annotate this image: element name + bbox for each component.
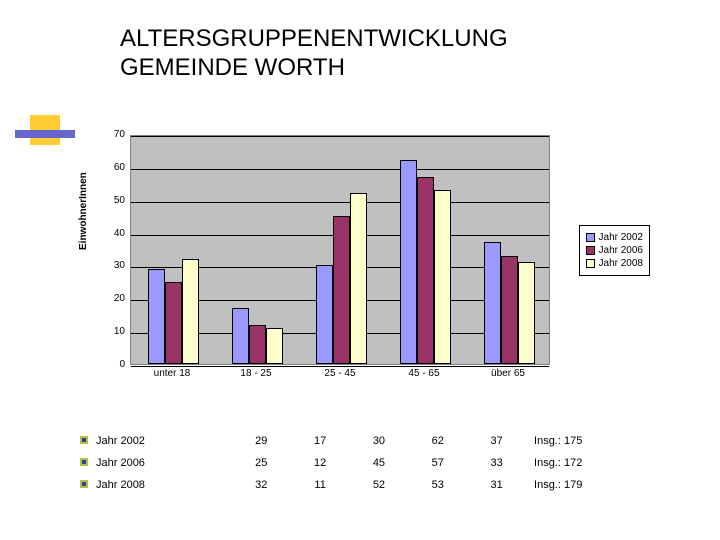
bar [484, 242, 501, 364]
legend-item: Jahr 2006 [586, 245, 643, 256]
table-cell: 12 [291, 452, 350, 474]
page-title: ALTERSGRUPPENENTWICKLUNG GEMEINDE WORTH [120, 25, 508, 83]
bullet-icon [80, 458, 88, 466]
table-row: Jahr 20083211525331Insg.: 179 [80, 474, 660, 496]
y-tick: 30 [105, 260, 125, 271]
table-cell: 25 [232, 452, 291, 474]
table-cell-label: Jahr 2008 [80, 474, 232, 496]
bullet-icon [80, 436, 88, 444]
table-cell: 33 [467, 452, 526, 474]
table-cell-total: Insg.: 179 [526, 474, 660, 496]
grid-line [131, 202, 549, 203]
y-tick: 50 [105, 195, 125, 206]
plot-area [130, 135, 550, 365]
legend-item: Jahr 2002 [586, 232, 643, 243]
legend-label: Jahr 2008 [599, 258, 643, 269]
bullet-icon [80, 480, 88, 488]
table-row: Jahr 20062512455733Insg.: 172 [80, 452, 660, 474]
x-tick: 25 - 45 [298, 368, 382, 379]
bar [417, 177, 434, 364]
bar [266, 328, 283, 364]
legend-label: Jahr 2006 [599, 245, 643, 256]
bar [501, 256, 518, 364]
y-tick: 10 [105, 326, 125, 337]
table-cell: 45 [350, 452, 409, 474]
title-line2: GEMEINDE WORTH [120, 54, 345, 81]
table-cell: 17 [291, 430, 350, 452]
table-cell: 30 [350, 430, 409, 452]
data-table: Jahr 20022917306237Insg.: 175Jahr 200625… [80, 430, 660, 496]
bar [232, 308, 249, 364]
legend-swatch [586, 233, 595, 242]
table-cell: 37 [467, 430, 526, 452]
table-cell: 11 [291, 474, 350, 496]
accent-bar [15, 130, 75, 138]
y-axis-label: EinwohnerInnen [78, 172, 89, 250]
legend-swatch [586, 246, 595, 255]
x-tick: 18 - 25 [214, 368, 298, 379]
grid-line [131, 366, 549, 367]
y-tick: 40 [105, 228, 125, 239]
bar [434, 190, 451, 364]
chart-container: EinwohnerInnen Jahr 2002Jahr 2006Jahr 20… [75, 125, 655, 405]
legend-label: Jahr 2002 [599, 232, 643, 243]
y-tick: 0 [105, 359, 125, 370]
table-cell-label: Jahr 2002 [80, 430, 232, 452]
table-cell-total: Insg.: 172 [526, 452, 660, 474]
table-row: Jahr 20022917306237Insg.: 175 [80, 430, 660, 452]
table-cell: 57 [408, 452, 467, 474]
legend-item: Jahr 2008 [586, 258, 643, 269]
bar [518, 262, 535, 364]
table-cell: 31 [467, 474, 526, 496]
table-cell: 53 [408, 474, 467, 496]
table-cell: 52 [350, 474, 409, 496]
bar [165, 282, 182, 364]
title-line1: ALTERSGRUPPENENTWICKLUNG [120, 25, 508, 52]
table-cell-label: Jahr 2006 [80, 452, 232, 474]
grid-line [131, 169, 549, 170]
legend: Jahr 2002 Jahr 2006 Jahr 2008 [579, 225, 650, 276]
x-tick: unter 18 [130, 368, 214, 379]
y-tick: 20 [105, 293, 125, 304]
bar [148, 269, 165, 364]
bar [333, 216, 350, 364]
bar [400, 160, 417, 364]
table-cell: 32 [232, 474, 291, 496]
legend-swatch [586, 259, 595, 268]
grid-line [131, 136, 549, 137]
bar [249, 325, 266, 364]
x-tick: über 65 [466, 368, 550, 379]
y-tick: 60 [105, 162, 125, 173]
table-cell: 62 [408, 430, 467, 452]
table-cell-total: Insg.: 175 [526, 430, 660, 452]
bar [350, 193, 367, 364]
table-cell: 29 [232, 430, 291, 452]
bar [182, 259, 199, 364]
x-tick: 45 - 65 [382, 368, 466, 379]
bar [316, 265, 333, 364]
y-tick: 70 [105, 129, 125, 140]
